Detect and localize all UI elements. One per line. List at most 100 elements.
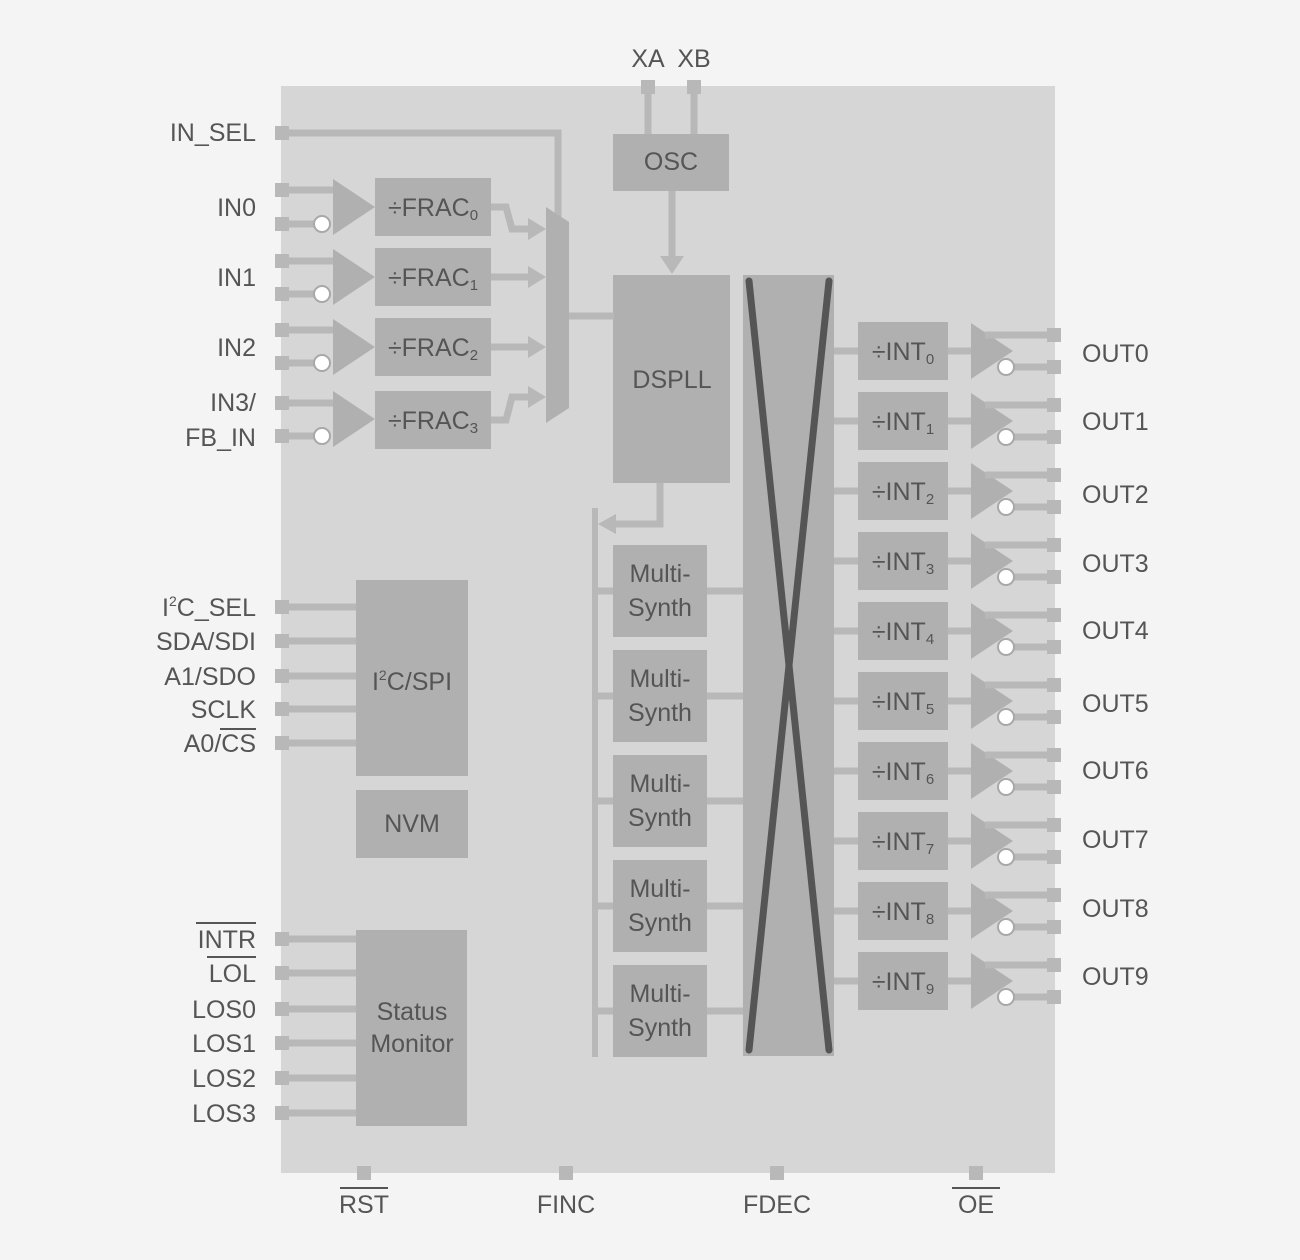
inversion-bubble-icon [997, 358, 1015, 376]
frac-divider-label-base: ÷FRAC [388, 407, 470, 435]
pin-text: C_SEL [177, 594, 256, 622]
int-divider-label-base: ÷INT [872, 478, 926, 506]
frac-divider-label-sub: 0 [470, 207, 478, 224]
output-label-text: OUT2 [1082, 481, 1149, 509]
multisynth-block [613, 860, 707, 952]
pin-text: A0/ [184, 730, 222, 758]
pin-text: CS [221, 730, 256, 758]
output-buffer [971, 813, 1013, 869]
output-label: OUT5 [1082, 690, 1149, 718]
input-label-text: IN2 [217, 334, 256, 362]
dspll-block [613, 275, 730, 483]
serial-pin-label: SDA/SDI [156, 628, 256, 656]
input-buffer [333, 249, 375, 305]
input-label-text: IN1 [217, 264, 256, 292]
int-divider-label-sub: 4 [926, 631, 934, 648]
arrow-down-icon [660, 256, 684, 274]
output-label: OUT9 [1082, 963, 1149, 991]
pin-text: SDA/SDI [156, 628, 256, 656]
frac-divider-label-sub: 3 [470, 420, 478, 437]
multisynth-label: Synth [628, 909, 692, 937]
pin-text: SCLK [191, 696, 257, 724]
input-buffer [333, 179, 375, 235]
output-label-text: OUT7 [1082, 826, 1149, 854]
frac-divider-label-base: ÷FRAC [388, 334, 470, 362]
input-label-text: IN3/ [210, 389, 256, 417]
int-divider-label-sub: 5 [926, 701, 934, 718]
multisynth-label: Multi- [629, 560, 690, 588]
output-buffer [971, 953, 1013, 1009]
output-pin-p [1047, 818, 1061, 832]
int-divider-label-sub: 8 [926, 911, 934, 928]
frac-divider-label-base: ÷FRAC [388, 194, 470, 222]
output-label: OUT3 [1082, 550, 1149, 578]
bottom-pin-label-text: RST [339, 1191, 389, 1219]
multisynth-label: Synth [628, 594, 692, 622]
output-pin-n [1047, 430, 1061, 444]
input-label-text: FB_IN [185, 424, 256, 452]
int-divider-label: ÷INT7 [872, 828, 934, 858]
int-divider-label-base: ÷INT [872, 898, 926, 926]
arrow-left-icon [598, 514, 616, 534]
output-pin-p [1047, 608, 1061, 622]
multisynth-block [613, 965, 707, 1057]
inversion-bubble-icon [997, 918, 1015, 936]
frac-divider-label: ÷FRAC2 [388, 334, 478, 364]
inversion-bubble-icon [997, 708, 1015, 726]
inversion-bubble-icon [313, 215, 331, 233]
pin-label-xa: XA [631, 45, 665, 73]
i2c-spi-label: I2C/SPI [372, 667, 452, 696]
int-divider-label-sub: 0 [926, 351, 934, 368]
multisynth-label-text: Multi- [629, 770, 690, 798]
int-divider-label: ÷INT8 [872, 898, 934, 928]
multisynth-label-text: Multi- [629, 665, 690, 693]
pin-xb [687, 80, 701, 94]
int-divider-label: ÷INT2 [872, 478, 934, 508]
input-buffer [333, 319, 375, 375]
multisynth-label-text: Synth [628, 1014, 692, 1042]
pin-label-xb-text: XB [677, 45, 710, 73]
bottom-pin [770, 1166, 784, 1180]
input-label: IN3/ [210, 389, 256, 417]
int-divider-label: ÷INT1 [872, 408, 934, 438]
status-monitor-label-text: Monitor [370, 1030, 453, 1058]
status-monitor-label: Monitor [370, 1030, 453, 1058]
multisynth-label-text: Synth [628, 804, 692, 832]
pin-xa [641, 80, 655, 94]
output-label: OUT0 [1082, 340, 1149, 368]
output-label: OUT4 [1082, 617, 1149, 645]
superscript: 2 [379, 667, 387, 683]
multisynth-label: Multi- [629, 770, 690, 798]
int-divider-block [858, 602, 948, 660]
frac-divider-label-base: ÷FRAC [388, 264, 470, 292]
t: I [372, 668, 379, 696]
int-divider-label-base: ÷INT [872, 758, 926, 786]
multisynth-label-text: Synth [628, 594, 692, 622]
status-pin-label-text: INTR [198, 926, 256, 954]
int-divider-label-sub: 3 [926, 561, 934, 578]
frac-divider-block [375, 318, 491, 376]
dspll-to-multisynth-wire [612, 483, 664, 528]
inversion-bubble-icon [997, 568, 1015, 586]
bottom-pin [969, 1166, 983, 1180]
nvm-label: NVM [384, 810, 440, 838]
status-pin-label-text: LOS2 [192, 1065, 256, 1093]
i2c-spi-block [356, 580, 468, 776]
output-pin-p [1047, 958, 1061, 972]
output-buffer [971, 883, 1013, 939]
int-divider-block [858, 742, 948, 800]
output-buffer [971, 463, 1013, 519]
frac-to-mux-wire [491, 203, 530, 233]
int-divider-label-base: ÷INT [872, 548, 926, 576]
inversion-bubble-icon [313, 285, 331, 303]
output-label: OUT2 [1082, 481, 1149, 509]
multisynth-label: Multi- [629, 980, 690, 1008]
pin-label-xa-text: XA [631, 45, 665, 73]
int-divider-label: ÷INT3 [872, 548, 934, 578]
crossbar-line [745, 277, 833, 1054]
input-mux [546, 207, 569, 423]
output-label-text: OUT0 [1082, 340, 1149, 368]
inversion-bubble-icon [997, 638, 1015, 656]
inversion-bubble-icon [997, 848, 1015, 866]
